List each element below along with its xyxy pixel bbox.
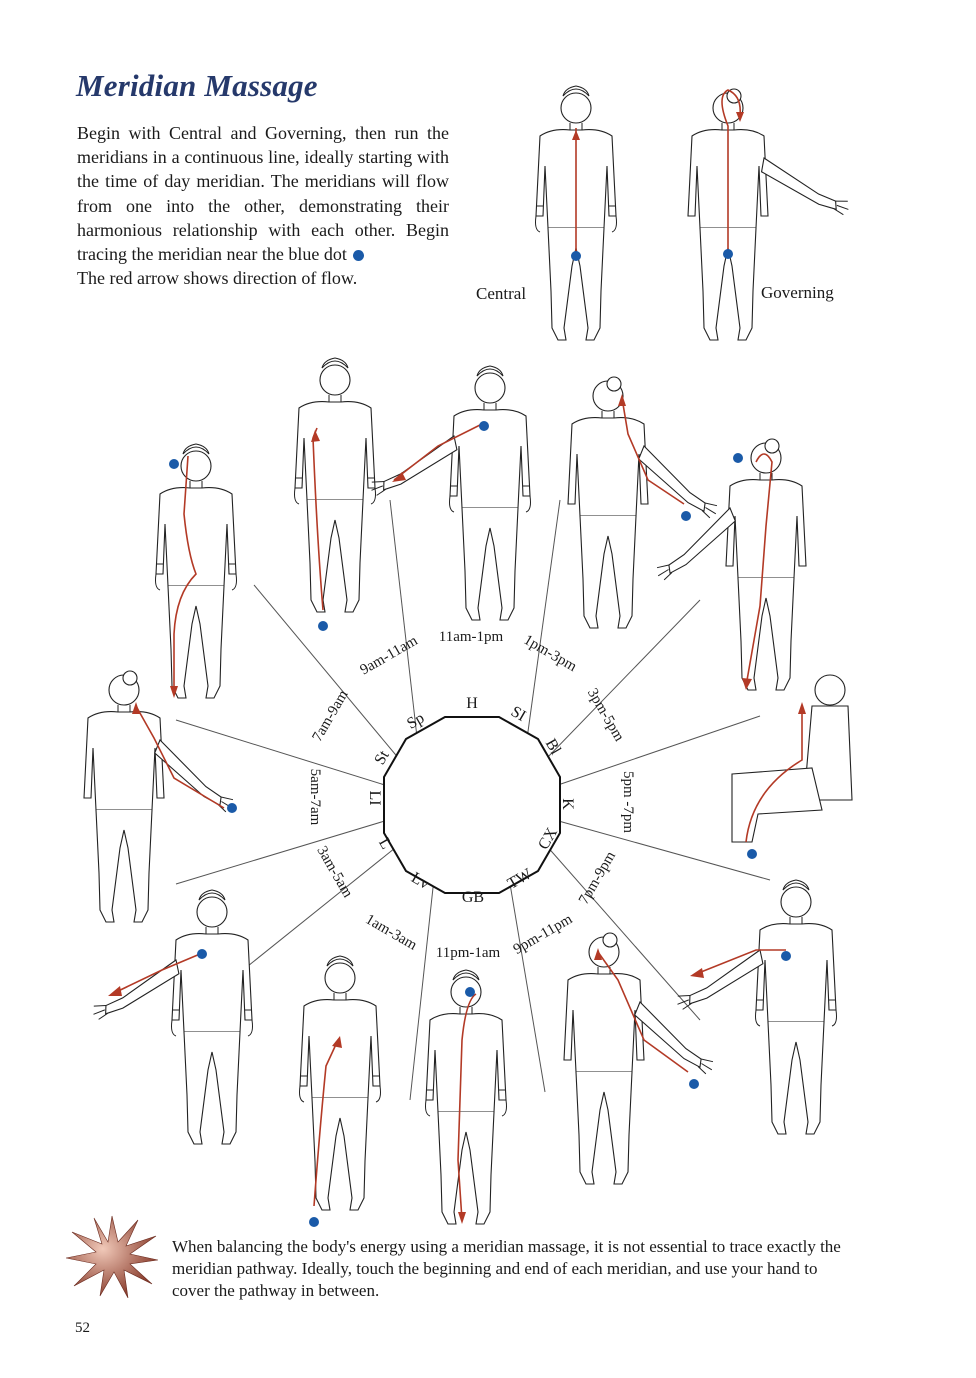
blue-dot-icon bbox=[227, 803, 237, 813]
meridian-abbr: K bbox=[559, 798, 576, 810]
blue-dot-icon bbox=[479, 421, 489, 431]
clock-dodecagon bbox=[383, 716, 561, 894]
meridian-time: 5pm -7pm bbox=[620, 771, 636, 833]
blue-dot-icon bbox=[169, 459, 179, 469]
blue-dot-icon bbox=[747, 849, 757, 859]
blue-dot-icon bbox=[571, 251, 581, 261]
meridian-time: 7pm-9pm bbox=[576, 848, 619, 907]
governing-label: Governing bbox=[761, 283, 834, 302]
meridian-abbr: H bbox=[466, 695, 478, 712]
meridian-time: 7am-9am bbox=[309, 687, 351, 744]
meridian-time: 1pm-3pm bbox=[521, 632, 580, 675]
blue-dot-icon bbox=[681, 511, 691, 521]
meridian-abbr: Sp bbox=[404, 710, 427, 733]
meridian-time: 9pm-11pm bbox=[511, 911, 576, 958]
figure-triple-warmer bbox=[563, 932, 726, 1185]
meridian-time: 11am-1pm bbox=[439, 629, 504, 645]
figure-heart bbox=[363, 365, 532, 621]
intro-text: Begin with Central and Governing, then r… bbox=[77, 123, 449, 265]
intro-flow-text: The red arrow shows direction of flow. bbox=[77, 268, 358, 289]
meridian-abbr: Lv bbox=[408, 869, 432, 893]
meridian-time: 11pm-1am bbox=[436, 945, 501, 961]
meridian-time: 3pm-5pm bbox=[584, 686, 627, 745]
page-number: 52 bbox=[75, 1320, 90, 1336]
central-label: Central bbox=[476, 284, 527, 303]
meridian-abbr: St bbox=[371, 747, 393, 768]
meridian-time: 9am-11am bbox=[357, 633, 420, 679]
figure-small-intestine bbox=[567, 376, 730, 629]
blue-dot-icon bbox=[197, 949, 207, 959]
figure-kidney bbox=[731, 674, 853, 859]
tip-note: When balancing the body's energy using a… bbox=[172, 1237, 841, 1300]
blue-dot-icon bbox=[318, 621, 328, 631]
figure-lung bbox=[85, 889, 254, 1145]
figure-bladder bbox=[644, 438, 807, 691]
blue-dot-icon bbox=[309, 1217, 319, 1227]
clock-spokes bbox=[175, 499, 771, 1101]
blue-dot-icon bbox=[723, 249, 733, 259]
blue-dot-icon bbox=[689, 1079, 699, 1089]
figure-circulation-sex bbox=[669, 879, 838, 1135]
figure-spleen bbox=[293, 357, 377, 631]
meridian-time: 1am-3am bbox=[362, 911, 419, 953]
meridian-time: 5am-7am bbox=[307, 769, 323, 826]
blue-dot-icon bbox=[781, 951, 791, 961]
page-title: Meridian Massage bbox=[76, 68, 318, 103]
meridian-abbr: GB bbox=[462, 889, 484, 906]
blue-dot-icon bbox=[465, 987, 475, 997]
intro-paragraph: Begin with Central and Governing, then r… bbox=[77, 121, 449, 290]
meridian-abbr: SI bbox=[508, 703, 529, 725]
meridian-time: 3am-5am bbox=[313, 843, 355, 900]
figure-stomach bbox=[154, 443, 238, 699]
central-figure bbox=[534, 85, 618, 341]
meridian-abbr: LI bbox=[366, 790, 383, 805]
meridian-abbr: L bbox=[375, 835, 395, 852]
blue-dot-icon bbox=[733, 453, 743, 463]
governing-figure bbox=[687, 88, 856, 341]
figure-liver bbox=[298, 955, 382, 1227]
starburst-icon bbox=[66, 1215, 158, 1298]
figure-large-intestine bbox=[83, 670, 246, 923]
figure-gall-bladder bbox=[424, 969, 508, 1225]
blue-dot-icon bbox=[353, 250, 365, 262]
